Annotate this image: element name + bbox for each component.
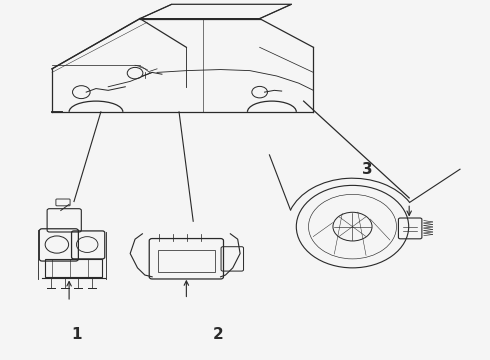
Bar bbox=[45, 259, 102, 277]
Text: 3: 3 bbox=[362, 162, 372, 177]
Text: 2: 2 bbox=[213, 328, 223, 342]
Bar bbox=[158, 250, 215, 272]
Text: 1: 1 bbox=[71, 328, 82, 342]
